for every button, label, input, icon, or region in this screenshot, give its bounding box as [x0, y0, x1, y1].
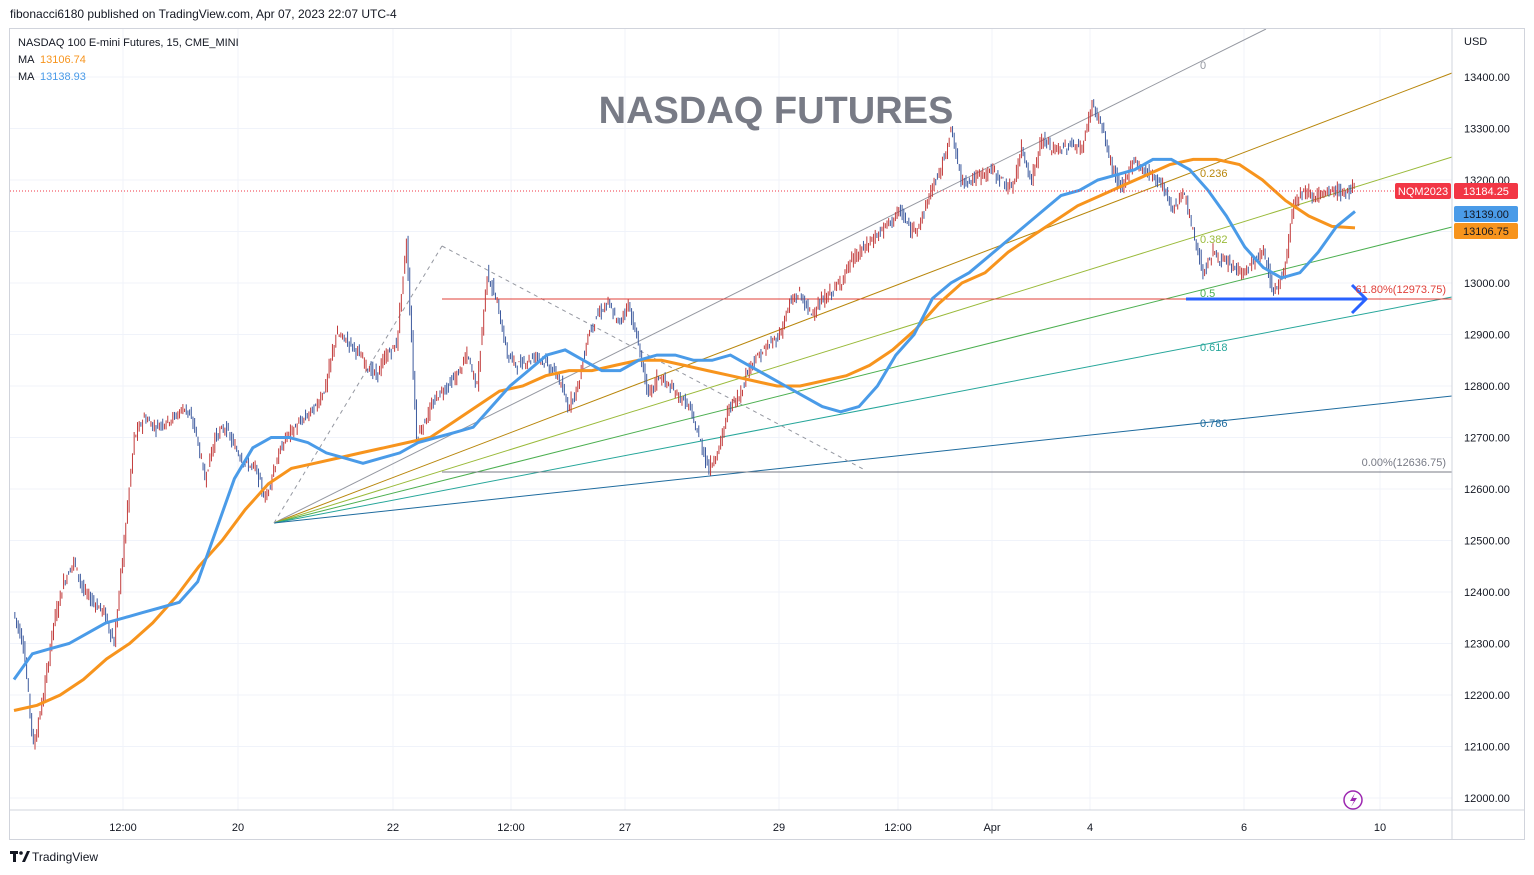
pattern-dashed-line-1[interactable]	[273, 245, 443, 524]
retracement-label-618: 61.80%(12973.75)	[1355, 284, 1446, 296]
fib-fan-line[interactable]	[273, 72, 1453, 524]
target-arrow[interactable]	[1186, 283, 1369, 315]
price-tick-label: 12000.00	[1464, 793, 1510, 805]
symbol-tag-label: NQM2023	[1398, 186, 1448, 198]
fib-level-label: 0.786	[1200, 418, 1228, 430]
ma2-label: MA	[18, 71, 35, 83]
ma1-label: MA	[18, 54, 35, 66]
fib-level-label: 0.236	[1200, 168, 1228, 180]
time-tick-label: 10	[1374, 822, 1386, 834]
ma-fast-line[interactable]	[12, 157, 1356, 681]
tradingview-brand[interactable]: TradingView	[32, 850, 99, 864]
price-tick-label: 12500.00	[1464, 536, 1510, 548]
price-tick-label: 12200.00	[1464, 690, 1510, 702]
currency-label: USD	[1464, 36, 1487, 48]
price-tick-label: 12700.00	[1464, 433, 1510, 445]
fib-fan-line[interactable]	[273, 296, 1453, 524]
time-tick-label: Apr	[983, 822, 1000, 834]
symbol-price-tag: NQM2023 13184.25	[1395, 183, 1518, 199]
fib-level-label: 0.5	[1200, 288, 1215, 300]
ma1-value: 13106.74	[40, 54, 86, 66]
time-tick-label: 12:00	[497, 822, 525, 834]
time-tick-label: 20	[232, 822, 244, 834]
fib-level-label: 0	[1200, 60, 1206, 72]
fib-level-label: 0.382	[1200, 234, 1228, 246]
top-bar: fibonacci6180 published on TradingView.c…	[0, 0, 1534, 28]
price-tick-label: 12900.00	[1464, 330, 1510, 342]
ma2-value: 13138.93	[40, 71, 86, 83]
time-tick-label: 4	[1087, 822, 1093, 834]
price-candles	[14, 99, 1355, 750]
tradingview-logo-icon[interactable]	[10, 851, 30, 863]
price-chart[interactable]: NASDAQ FUTURES 00.2360.3820.50.6180.786 …	[10, 28, 1524, 839]
ma-fast-price-tag: 13139.00	[1454, 206, 1518, 222]
published-info: fibonacci6180 published on TradingView.c…	[10, 7, 397, 21]
chart-frame[interactable]: NASDAQ FUTURES 0 0.236 0.382 0.5 0.618 0.786 …	[9, 28, 1525, 840]
fib-level-label: 0.618	[1200, 342, 1228, 354]
price-tick-label: 13000.00	[1464, 278, 1510, 290]
fib-fan-line[interactable]	[273, 226, 1453, 524]
time-tick-label: 29	[773, 822, 785, 834]
ma-slow-value-tag: 13106.75	[1463, 226, 1509, 238]
time-tick-label: 6	[1241, 822, 1247, 834]
fib-fan-line[interactable]	[273, 156, 1453, 524]
lightning-icon[interactable]	[1343, 790, 1363, 810]
pattern-dashed-line-2[interactable]	[441, 245, 866, 471]
price-tick-label: 13400.00	[1464, 72, 1510, 84]
time-tick-label: 27	[619, 822, 631, 834]
time-tick-label: 12:00	[109, 822, 137, 834]
retracement-label-0: 0.00%(12636.75)	[1362, 457, 1446, 469]
price-tick-label: 12600.00	[1464, 484, 1510, 496]
ma-fast-value-tag: 13139.00	[1463, 209, 1509, 221]
chart-grid	[10, 29, 1452, 810]
last-price-value: 13184.25	[1463, 186, 1509, 198]
symbol-description: NASDAQ 100 E-mini Futures, 15, CME_MINI	[18, 37, 239, 49]
price-axis[interactable]: 13400.0013300.0013200.0013100.0013000.00…	[1464, 72, 1510, 805]
time-tick-label: 12:00	[884, 822, 912, 834]
ma-slow-line[interactable]	[13, 157, 1356, 712]
time-tick-label: 22	[387, 822, 399, 834]
price-tick-label: 12100.00	[1464, 742, 1510, 754]
time-axis[interactable]: 12:00 20 22 12:00 27 29 12:00 Apr 4 6 10	[109, 822, 1386, 834]
price-tick-label: 12300.00	[1464, 639, 1510, 651]
price-tick-label: 13300.00	[1464, 124, 1510, 136]
fib-labels: 0 0.236 0.382 0.5 0.618 0.786	[1200, 60, 1228, 430]
chart-legend[interactable]: NASDAQ 100 E-mini Futures, 15, CME_MINI …	[18, 37, 239, 83]
ma-slow-price-tag: 13106.75	[1454, 223, 1518, 239]
fib-fan-line[interactable]	[273, 28, 1267, 524]
fib-speed-fan[interactable]	[273, 28, 1453, 524]
chart-watermark: NASDAQ FUTURES	[599, 90, 954, 132]
price-tick-label: 12400.00	[1464, 587, 1510, 599]
price-tick-label: 12800.00	[1464, 381, 1510, 393]
fib-fan-line[interactable]	[273, 395, 1453, 524]
